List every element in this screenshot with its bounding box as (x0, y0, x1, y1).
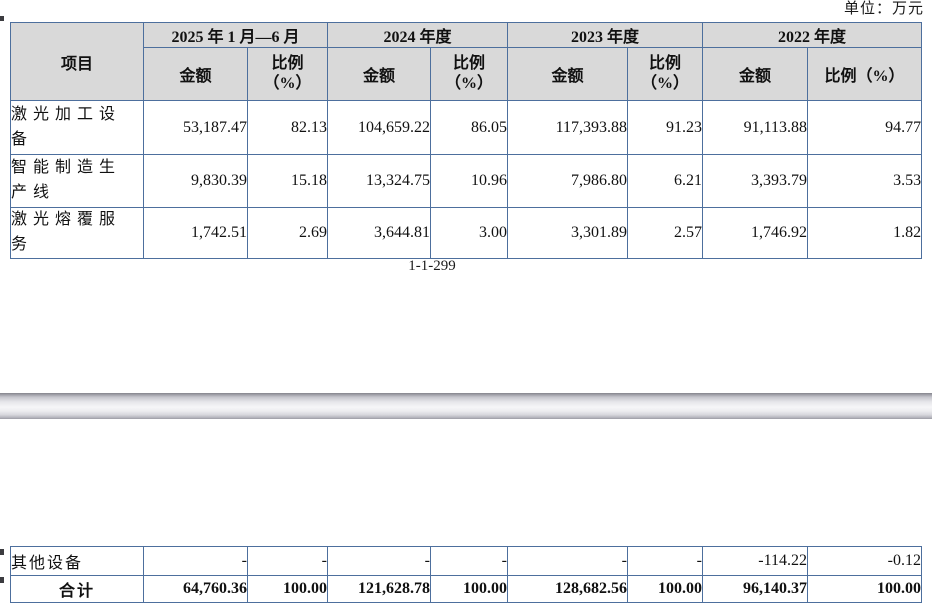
left-edge-mark (0, 549, 4, 555)
cell-value: 10.96 (430, 154, 509, 208)
header-ratio: 比例（%） (807, 47, 923, 101)
unit-label: 单位：万元 (843, 1, 924, 17)
cell-value: 91,113.88 (702, 100, 809, 155)
revenue-breakdown-table: 项目 2025 年 1 月—6 月 2024 年度 2023 年度 2022 年… (10, 22, 923, 259)
cell-value: 117,393.88 (507, 100, 629, 155)
header-amount: 金额 (143, 47, 248, 101)
cell-value: 128,682.56 (507, 575, 628, 603)
cell-value: -114.22 (702, 546, 808, 576)
cell-value: -0.12 (807, 546, 922, 576)
cell-value: 3,644.81 (327, 207, 432, 259)
cell-value: 3,301.89 (507, 207, 629, 259)
cell-value: - (247, 546, 328, 576)
row-label: 智能制造生 产线 (10, 154, 144, 208)
cell-value: 15.18 (246, 154, 329, 208)
cell-value: 100.00 (247, 575, 328, 603)
table-header-row-periods: 项目 2025 年 1 月—6 月 2024 年度 2023 年度 2022 年… (10, 22, 923, 101)
cell-value: 100.00 (807, 575, 922, 603)
cell-value: 91.23 (627, 100, 704, 155)
cell-value: 2.69 (246, 207, 329, 259)
cell-value: 2.57 (627, 207, 704, 259)
table-total-row: 合计 64,760.36 100.00 121,628.78 100.00 12… (10, 575, 922, 603)
table-row: 智能制造生 产线 9,830.39 15.18 13,324.75 10.96 … (10, 154, 923, 208)
cell-value: 121,628.78 (327, 575, 431, 603)
table-header-row-measures: 金额 比例 （%） 金额 比例 （%） 金额 比例 （%） 金额 比例（%） (11, 47, 923, 101)
header-amount: 金额 (702, 47, 809, 101)
header-period-2023: 2023 年度 (507, 22, 704, 48)
cell-value: 64,760.36 (143, 575, 248, 603)
cell-value: 100.00 (430, 575, 508, 603)
table-row: 激光熔覆服 务 1,742.51 2.69 3,644.81 3.00 3,30… (10, 207, 923, 259)
cell-value: 1,746.92 (702, 207, 809, 259)
cell-value: 53,187.47 (143, 100, 248, 155)
page-separator (0, 393, 932, 419)
cell-value: 104,659.22 (327, 100, 432, 155)
table-row: 其他设备 - - - - - - -114.22 -0.12 (10, 546, 922, 576)
cell-value: 1,742.51 (143, 207, 248, 259)
header-ratio: 比例 （%） (430, 47, 509, 101)
cell-value: 96,140.37 (702, 575, 808, 603)
cell-value: 3.00 (430, 207, 509, 259)
header-period-2024: 2024 年度 (327, 22, 509, 48)
cell-value: 6.21 (627, 154, 704, 208)
cell-value: 13,324.75 (327, 154, 432, 208)
header-ratio: 比例 （%） (627, 47, 704, 101)
cell-value: - (327, 546, 431, 576)
cell-value: - (507, 546, 628, 576)
cell-value: - (430, 546, 508, 576)
header-item: 项目 (10, 22, 144, 101)
cell-value: 100.00 (627, 575, 703, 603)
cell-value: 9,830.39 (143, 154, 248, 208)
total-row-label: 合计 (10, 575, 144, 603)
page-number: 1-1-299 (408, 258, 456, 274)
cell-value: - (627, 546, 703, 576)
row-label: 激光熔覆服 务 (10, 207, 144, 259)
row-label: 激光加工设 备 (10, 100, 144, 155)
cell-value: 3,393.79 (702, 154, 809, 208)
cell-value: 1.82 (807, 207, 923, 259)
header-period-2022: 2022 年度 (702, 22, 923, 48)
header-amount: 金额 (507, 47, 629, 101)
cell-value: 86.05 (430, 100, 509, 155)
cell-value: - (143, 546, 248, 576)
header-ratio: 比例 （%） (246, 47, 329, 101)
header-amount: 金额 (327, 47, 432, 101)
left-edge-mark (0, 577, 4, 583)
table-row: 激光加工设 备 53,187.47 82.13 104,659.22 86.05… (10, 100, 923, 155)
header-period-2025: 2025 年 1 月—6 月 (142, 22, 329, 48)
cell-value: 7,986.80 (507, 154, 629, 208)
left-edge-mark (0, 16, 4, 21)
revenue-breakdown-table-continued: 其他设备 - - - - - - -114.22 -0.12 合计 64,760… (10, 546, 922, 603)
cell-value: 82.13 (246, 100, 329, 155)
cell-value: 3.53 (807, 154, 923, 208)
cell-value: 94.77 (807, 100, 923, 155)
row-label: 其他设备 (10, 546, 144, 576)
